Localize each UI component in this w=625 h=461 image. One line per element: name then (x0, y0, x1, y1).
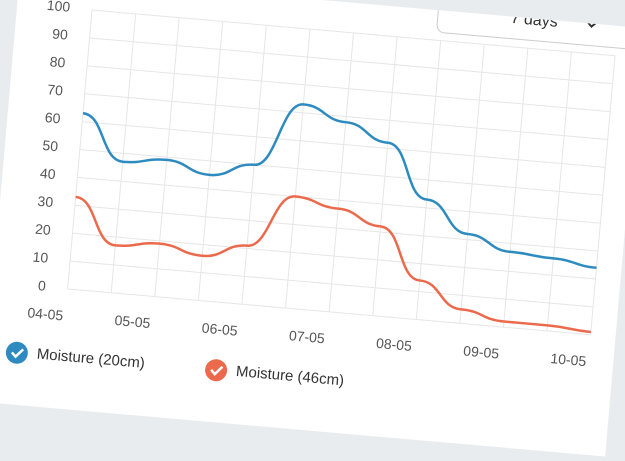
grid-line-vertical (197, 21, 224, 301)
grid-line-vertical (546, 51, 572, 331)
grid-line-vertical (154, 17, 180, 297)
grid-line-vertical (502, 48, 529, 328)
grid-line-vertical (459, 44, 485, 324)
grid-line-vertical (285, 29, 311, 309)
x-tick-label: 10-05 (550, 350, 587, 369)
grid-line-vertical (67, 10, 93, 290)
legend-marker (205, 359, 228, 382)
grid-line-vertical (372, 36, 398, 316)
y-tick-label: 10 (32, 249, 49, 266)
grid-line-vertical (415, 40, 442, 320)
grid-line-vertical (590, 55, 616, 335)
grid-line-vertical (328, 32, 355, 312)
y-tick-label: 30 (37, 193, 54, 210)
legend-label: Moisture (20cm) (36, 346, 145, 372)
legend-marker (5, 341, 28, 364)
series-line (82, 103, 597, 270)
legend-label: Moisture (46cm) (235, 363, 344, 389)
y-tick-label: 70 (47, 81, 64, 98)
legend-check (10, 348, 25, 359)
x-tick-label: 06-05 (201, 320, 238, 339)
series-line (75, 195, 591, 334)
x-tick-label: 05-05 (114, 312, 151, 331)
y-tick-label: 40 (39, 165, 56, 182)
x-tick-label: 08-05 (376, 335, 413, 354)
y-tick-label: 50 (42, 137, 59, 154)
legend-check (210, 365, 224, 376)
y-tick-label: 20 (34, 221, 51, 238)
y-tick-label: 80 (49, 53, 66, 70)
y-tick-label: 100 (46, 0, 71, 15)
grid-line-vertical (110, 13, 137, 293)
x-tick-label: 04-05 (27, 304, 64, 323)
x-tick-label: 07-05 (288, 327, 325, 346)
x-tick-label: 09-05 (463, 342, 500, 361)
y-tick-label: 0 (37, 277, 46, 294)
y-tick-label: 60 (44, 109, 61, 126)
y-tick-label: 90 (52, 25, 69, 42)
